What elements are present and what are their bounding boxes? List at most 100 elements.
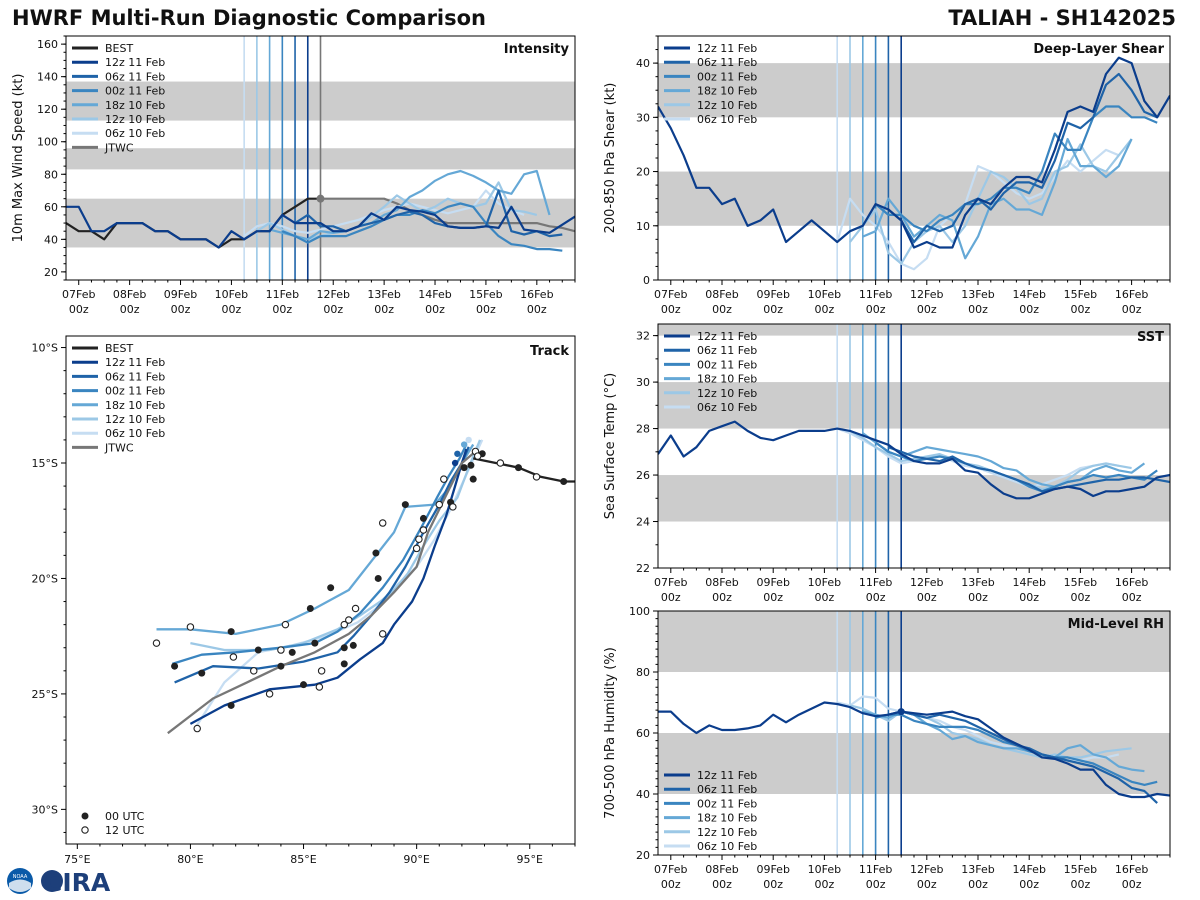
track-point-00utc (469, 475, 477, 483)
sst-legend-label-run-3: 18z 10 Feb (697, 373, 757, 386)
track-xtick-label: 80°E (177, 853, 203, 866)
track-legend-label-run-3: 18z 10 Feb (105, 399, 165, 412)
intensity-xtick-label-hour: 00z (323, 303, 343, 316)
intensity-legend-label-run-1: 06z 11 Feb (105, 70, 165, 83)
shear-panel: 0 10 20 30 40 07Feb 00z 08Feb 00z 09Feb 00z 10Feb 00… (603, 35, 1171, 316)
track-point-00utc (300, 681, 308, 689)
rh-xtick-label-hour: 00z (661, 878, 681, 891)
shear-xtick-label-date: 11Feb (859, 288, 892, 301)
track-point-00utc (340, 644, 348, 652)
intensity-xtick-label-hour: 00z (425, 303, 445, 316)
rh-xtick-label-date: 11Feb (859, 863, 892, 876)
cira-logo-text: CIRA (44, 868, 111, 896)
intensity-series-2 (281, 202, 563, 252)
intensity-legend-label-run-2: 00z 11 Feb (105, 85, 165, 98)
rh-init-marker (897, 708, 905, 716)
intensity-legend-label-run-3: 18z 10 Feb (105, 99, 165, 112)
track-legend-label-jtwc: JTWC (104, 441, 134, 454)
rh-xtick-label-date: 13Feb (961, 863, 994, 876)
track-point-00utc (227, 628, 235, 636)
intensity-ytick-label: 140 (37, 71, 58, 84)
track-point-00utc (419, 514, 427, 522)
shear-xtick-label-date: 16Feb (1115, 288, 1148, 301)
sst-xtick-label-hour: 00z (968, 591, 988, 604)
rh-xtick-label-date: 16Feb (1115, 863, 1148, 876)
track-point-00utc (254, 646, 262, 654)
track-xtick-label: 90°E (403, 853, 429, 866)
sst-xtick-label-date: 13Feb (961, 576, 994, 589)
sst-legend-label-run-2: 00z 11 Feb (697, 358, 757, 371)
intensity-xtick-label-hour: 00z (222, 303, 242, 316)
intensity-ylabel: 10m Max Wind Speed (kt) (11, 74, 26, 243)
intensity-ytick-label: 40 (44, 233, 58, 246)
track-point-12utc (412, 544, 421, 553)
rh-ytick-label: 60 (636, 727, 650, 740)
shear-series-4 (849, 138, 1133, 265)
rh-xtick-label-date: 15Feb (1064, 863, 1097, 876)
sst-xtick-label-date: 09Feb (756, 576, 789, 589)
shear-xtick-label-hour: 00z (917, 303, 937, 316)
track-point-12utc (345, 616, 353, 624)
rh-ytick-label: 40 (636, 788, 650, 801)
intensity-xtick-label-hour: 00z (374, 303, 394, 316)
shear-xtick-label-date: 14Feb (1012, 288, 1045, 301)
intensity-title: Intensity (504, 42, 570, 57)
intensity-xtick-label-hour: 00z (476, 303, 496, 316)
track-point-12utc (317, 667, 326, 675)
rh-xtick-label-date: 10Feb (808, 863, 841, 876)
track-legend-label-run-0: 12z 11 Feb (105, 356, 165, 369)
shear-xtick-label-hour: 00z (661, 303, 681, 316)
shear-xtick-label-date: 07Feb (654, 288, 687, 301)
track-legend-label-00utc: 00 UTC (105, 810, 145, 823)
track-point-12utc (186, 623, 195, 631)
sst-ytick-label: 28 (636, 423, 650, 436)
track-init-marker-2 (454, 450, 461, 457)
sst-xtick-label-hour: 00z (763, 591, 783, 604)
sst-legend-label-run-5: 06z 10 Feb (697, 401, 757, 414)
shear-legend-label-run-4: 12z 10 Feb (697, 99, 757, 112)
intensity-series-5 (243, 189, 525, 237)
sst-plot-area (658, 324, 1170, 568)
intensity-jtwc-line (320, 197, 575, 233)
rh-xtick-label-date: 14Feb (1012, 863, 1045, 876)
track-point-12utc (378, 519, 387, 527)
intensity-xtick-label-date: 14Feb (418, 288, 451, 301)
track-ytick-label: 10°S (32, 342, 58, 355)
intensity-legend-label-best: BEST (105, 42, 133, 55)
intensity-xtick-label-date: 10Feb (215, 288, 248, 301)
track-point-12utc (340, 620, 349, 629)
track-point-00utc (460, 464, 468, 472)
rh-legend-label-run-2: 00z 11 Feb (697, 797, 757, 810)
shear-legend-label-run-0: 12z 11 Feb (697, 42, 757, 55)
sst-xtick-label-date: 07Feb (654, 576, 687, 589)
sst-xtick-label-date: 15Feb (1064, 576, 1097, 589)
track-xtick-label: 75°E (64, 853, 90, 866)
rh-ytick-label: 20 (636, 849, 650, 862)
csu-seal-icon (41, 870, 63, 892)
shear-xtick-label-date: 13Feb (961, 288, 994, 301)
page-title: HWRF Multi-Run Diagnostic Comparison (12, 6, 487, 30)
shear-ytick-label: 40 (636, 57, 650, 70)
sst-ylabel: Sea Surface Temp (°C) (603, 373, 618, 520)
track-point-00utc (401, 501, 409, 509)
noaa-text: NOAA (13, 874, 28, 880)
track-init-marker-3 (451, 459, 459, 467)
track-point-00utc (372, 549, 380, 557)
track-point-12utc (250, 667, 258, 675)
track-legend-label-run-4: 12z 10 Feb (105, 413, 165, 426)
intensity-xtick-label-hour: 00z (527, 303, 547, 316)
track-legend-label-run-5: 06z 10 Feb (105, 427, 165, 440)
intensity-xtick-label-date: 07Feb (62, 288, 95, 301)
track-series-1 (174, 446, 470, 684)
rh-ylabel: 700-500 hPa Humidity (%) (603, 647, 618, 819)
track-title: Track (530, 344, 569, 359)
intensity-ytick-label: 160 (37, 38, 58, 51)
intensity-ytick-label: 120 (37, 103, 58, 116)
sst-legend-label-run-1: 06z 11 Feb (697, 344, 757, 357)
sst-xtick-label-date: 10Feb (808, 576, 841, 589)
sst-xtick-label-date: 14Feb (1012, 576, 1045, 589)
track-point-12utc (277, 646, 285, 654)
intensity-ytick-label: 80 (44, 168, 58, 181)
rh-xtick-label-hour: 00z (917, 878, 937, 891)
sst-panel: 22 24 26 28 30 32 07Feb 00z 08Feb 00z 09Feb 00z 10Fe… (603, 323, 1171, 604)
